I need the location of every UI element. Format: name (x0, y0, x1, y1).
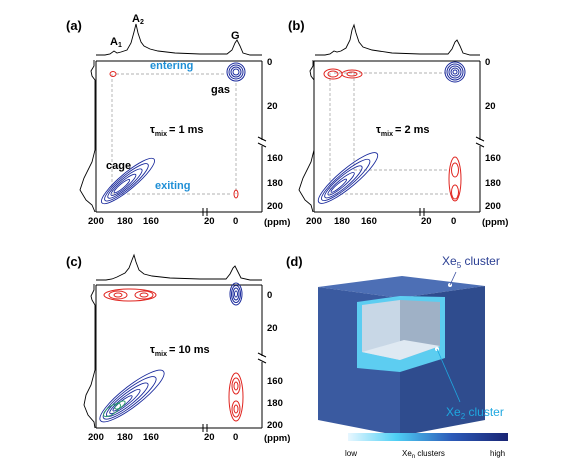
panel-a: (a) 200 180 160 20 0 (ppm) 0 20 160 180 … (66, 13, 290, 228)
colorbar-low: low (345, 449, 357, 458)
panel-a-gas-peak (226, 62, 246, 82)
xe2-cluster-label: Xe2 cluster (446, 405, 504, 421)
y-tick-180: 180 (485, 178, 501, 189)
panel-b-label: (b) (288, 18, 305, 33)
x-tick-200: 200 (88, 216, 104, 227)
y-tick-200: 200 (485, 201, 501, 212)
panel-c-top-projection (96, 253, 262, 281)
x-tick-0: 0 (233, 216, 238, 227)
panel-b-left-projection (298, 60, 315, 213)
y-tick-160: 160 (267, 376, 283, 387)
y-tick-20: 20 (267, 323, 278, 334)
panel-c-cage-green (103, 400, 126, 418)
panel-b-entering-peak (323, 68, 363, 80)
x-tick-160: 160 (143, 216, 159, 227)
panel-c: (c) 200 180 160 20 0 (ppm) 0 20 160 180 … (66, 253, 290, 444)
x-unit: (ppm) (264, 217, 290, 228)
x-tick-20: 20 (421, 216, 432, 227)
panel-a-left-projection (79, 60, 96, 213)
x-tick-0: 0 (233, 432, 238, 443)
panel-b: (b) 200 180 160 20 0 (ppm) 0 20 160 180 … (288, 18, 508, 228)
colorbar (348, 433, 508, 441)
panel-c-entering-peak (103, 288, 157, 302)
panel-c-label: (c) (66, 254, 82, 269)
gas-label: gas (211, 84, 230, 96)
xe5-cluster-label: Xe5 cluster (442, 254, 500, 270)
y-tick-160: 160 (485, 153, 501, 164)
panel-c-gas-peak (229, 282, 243, 306)
x-tick-20: 20 (204, 216, 215, 227)
x-tick-180: 180 (117, 432, 133, 443)
panel-a-top-projection (96, 23, 262, 56)
panel-a-exiting-peak (233, 189, 239, 199)
y-tick-180: 180 (267, 398, 283, 409)
x-tick-160: 160 (361, 216, 377, 227)
x-tick-200: 200 (306, 216, 322, 227)
y-tick-20: 20 (485, 101, 496, 112)
peak-a2-label: A2 (132, 13, 144, 26)
panel-d-label: (d) (286, 254, 303, 269)
x-tick-180: 180 (117, 216, 133, 227)
y-tick-180: 180 (267, 178, 283, 189)
panel-c-cage-peak (99, 369, 165, 423)
panel-a-entering-peak (109, 71, 117, 77)
panel-b-tmix: τmix = 2 ms (376, 124, 430, 138)
panel-c-tmix: τmix = 10 ms (150, 344, 210, 358)
x-tick-180: 180 (334, 216, 350, 227)
panel-a-tmix: τmix = 1 ms (150, 124, 204, 138)
x-tick-20: 20 (204, 432, 215, 443)
panel-b-exiting-peak (448, 156, 462, 202)
panel-b-cage-peak (317, 152, 379, 204)
panel-b-gas-peak (444, 61, 466, 83)
x-tick-200: 200 (88, 432, 104, 443)
panel-a-cage-peak (101, 157, 155, 205)
exiting-label: exiting (155, 180, 190, 192)
peak-g-label: G (231, 30, 240, 42)
y-tick-0: 0 (267, 290, 272, 301)
y-tick-200: 200 (267, 201, 283, 212)
x-tick-0: 0 (451, 216, 456, 227)
panel-b-top-projection (315, 23, 480, 56)
panel-d: (d) Xe5 cluster Xe2 cluster low Xen clus… (286, 254, 508, 460)
y-tick-160: 160 (267, 153, 283, 164)
x-tick-160: 160 (143, 432, 159, 443)
panel-c-exiting-peak (228, 372, 244, 422)
cage-label: cage (106, 160, 131, 172)
x-unit: (ppm) (482, 217, 508, 228)
y-tick-0: 0 (485, 57, 490, 68)
peak-a1-label: A1 (110, 36, 122, 49)
y-tick-0: 0 (267, 57, 272, 68)
panel-a-label: (a) (66, 18, 82, 33)
panel-c-left-projection (83, 284, 96, 429)
x-unit: (ppm) (264, 433, 290, 444)
colorbar-mid: Xen clusters (402, 449, 445, 460)
y-tick-20: 20 (267, 101, 278, 112)
colorbar-high: high (490, 449, 505, 458)
entering-label: entering (150, 60, 193, 72)
y-tick-200: 200 (267, 420, 283, 431)
